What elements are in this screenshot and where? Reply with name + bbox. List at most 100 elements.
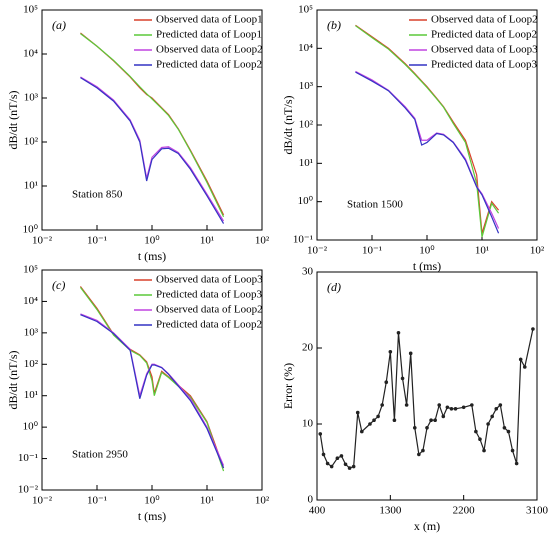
y-axis-label: Error (%) — [281, 363, 295, 409]
y-tick-label: 20 — [302, 342, 314, 354]
data-point — [321, 452, 326, 457]
y-tick-label: 10⁵ — [298, 4, 313, 16]
x-tick-label: 10² — [255, 235, 270, 247]
x-tick-label: 10⁰ — [144, 495, 160, 507]
data-line — [80, 314, 225, 469]
y-tick-label: 10⁻¹ — [293, 234, 313, 246]
data-point — [335, 456, 340, 461]
data-point — [339, 454, 344, 458]
data-point — [347, 466, 352, 470]
x-tick-label: 10⁰ — [144, 235, 160, 247]
legend-label: Observed data of Loop3 — [156, 274, 263, 286]
data-point — [388, 350, 393, 354]
data-point — [425, 426, 429, 430]
data-point — [392, 418, 397, 423]
data-point — [494, 407, 499, 411]
legend-label: Predicted data of Loop1 — [156, 29, 262, 41]
x-tick-label: 3100 — [526, 505, 549, 517]
y-axis-label: dB/dt (nT/s) — [6, 350, 20, 409]
data-point — [429, 418, 433, 423]
data-line — [80, 313, 225, 466]
panel-label: (b) — [327, 18, 341, 32]
x-tick-label: 10¹ — [200, 495, 214, 507]
x-tick-label: 10⁻¹ — [362, 245, 382, 257]
x-tick-label: 10⁻² — [32, 495, 53, 507]
data-point — [360, 429, 364, 434]
data-point — [355, 410, 360, 415]
data-point — [531, 327, 535, 331]
data-point — [351, 464, 356, 469]
data-point — [449, 407, 454, 411]
data-line — [80, 76, 225, 222]
y-tick-label: 10⁴ — [298, 42, 313, 54]
y-tick-label: 10² — [24, 358, 39, 370]
data-point — [417, 452, 421, 457]
data-point — [470, 403, 474, 407]
y-tick-label: 10⁵ — [23, 4, 38, 16]
data-point — [486, 422, 490, 426]
legend-label: Observed data of Loop2 — [156, 44, 263, 56]
data-point — [412, 426, 417, 430]
y-tick-label: 10⁴ — [23, 48, 38, 60]
data-point — [329, 464, 334, 469]
data-point — [510, 448, 515, 453]
data-line — [80, 77, 225, 224]
station-label: Station 1500 — [347, 199, 403, 211]
x-tick-label: 10⁻² — [32, 235, 53, 247]
station-label: Station 2950 — [72, 449, 128, 461]
data-point — [408, 351, 413, 356]
y-tick-label: 10⁵ — [23, 264, 38, 276]
x-tick-label: 10¹ — [200, 235, 214, 247]
data-line — [319, 328, 534, 469]
y-tick-label: 10 — [302, 418, 314, 430]
data-point — [441, 414, 446, 419]
x-tick-label: 1300 — [379, 505, 402, 517]
x-axis-label: x (m) — [414, 519, 440, 533]
y-tick-label: 10³ — [299, 80, 314, 92]
data-line — [355, 71, 500, 234]
data-point — [396, 331, 401, 335]
data-line — [79, 287, 225, 472]
y-axis-label: dB/dt (nT/s) — [281, 95, 295, 154]
legend-label: Predicted data of Loop2 — [156, 319, 262, 331]
y-tick-label: 0 — [308, 494, 314, 506]
data-point — [518, 357, 523, 362]
x-axis-label: t (ms) — [138, 249, 166, 263]
data-point — [478, 437, 482, 442]
data-point — [400, 376, 405, 381]
data-point — [514, 461, 519, 466]
data-point — [453, 407, 458, 411]
y-tick-label: 10² — [24, 136, 39, 148]
data-line — [80, 33, 225, 218]
y-tick-label: 10³ — [24, 326, 39, 338]
y-tick-label: 10⁰ — [23, 421, 39, 433]
data-point — [384, 380, 389, 385]
x-axis-label: t (ms) — [413, 259, 441, 273]
data-point — [522, 365, 527, 369]
x-tick-label: 2200 — [453, 505, 476, 517]
station-label: Station 850 — [72, 189, 123, 201]
y-tick-label: 10⁰ — [298, 195, 314, 207]
data-point — [343, 462, 348, 467]
legend-label: Predicted data of Loop2 — [156, 59, 262, 71]
x-axis-label: t (ms) — [138, 509, 166, 523]
data-point — [490, 414, 494, 419]
y-tick-label: 10⁰ — [23, 224, 39, 236]
data-point — [380, 403, 384, 407]
data-point — [461, 405, 466, 410]
data-point — [437, 403, 442, 407]
y-tick-label: 10⁴ — [23, 295, 38, 307]
data-point — [372, 418, 376, 423]
data-point — [506, 429, 511, 434]
x-tick-label: 10² — [530, 245, 545, 257]
data-point — [368, 422, 372, 426]
legend-label: Predicted data of Loop3 — [431, 59, 537, 71]
data-point — [502, 426, 507, 430]
legend-label: Observed data of Loop2 — [156, 304, 263, 316]
data-point — [376, 414, 380, 419]
y-tick-label: 10⁻¹ — [18, 452, 38, 464]
y-tick-label: 10¹ — [24, 180, 38, 192]
plot-frame — [316, 271, 538, 501]
y-axis-label: dB/dt (nT/s) — [6, 90, 20, 149]
